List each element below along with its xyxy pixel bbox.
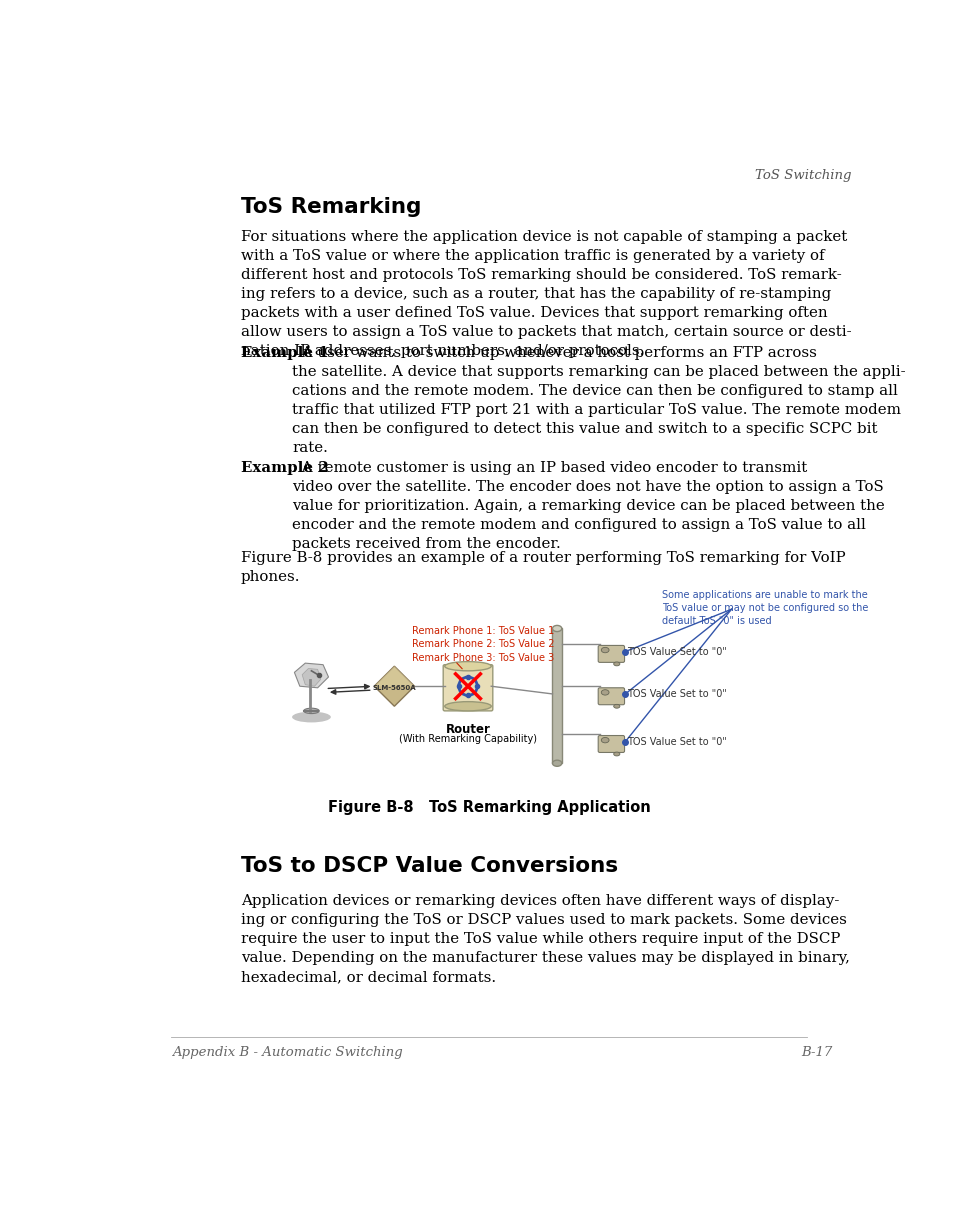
FancyBboxPatch shape <box>598 688 624 704</box>
Text: Some applications are unable to mark the
ToS value or may not be configured so t: Some applications are unable to mark the… <box>661 590 867 627</box>
Bar <box>552 628 561 763</box>
Text: Figure B-8   ToS Remarking Application: Figure B-8 ToS Remarking Application <box>327 800 650 815</box>
Text: Figure B-8 provides an example of a router performing ToS remarking for VoIP
pho: Figure B-8 provides an example of a rout… <box>241 551 844 584</box>
FancyBboxPatch shape <box>598 645 624 663</box>
Text: ToS Remarking: ToS Remarking <box>241 198 421 217</box>
Ellipse shape <box>600 737 608 742</box>
Ellipse shape <box>444 702 491 710</box>
Text: : A user wants to switch up whenever a host performs an FTP across
the satellite: : A user wants to switch up whenever a h… <box>292 346 904 455</box>
Text: : A remote customer is using an IP based video encoder to transmit
video over th: : A remote customer is using an IP based… <box>292 461 883 551</box>
Text: Example 1: Example 1 <box>241 346 328 360</box>
Polygon shape <box>294 663 328 688</box>
FancyBboxPatch shape <box>443 665 493 710</box>
Polygon shape <box>374 666 415 686</box>
Text: Appendix B - Automatic Switching: Appendix B - Automatic Switching <box>172 1045 402 1059</box>
Text: ToS Switching: ToS Switching <box>754 169 850 182</box>
Ellipse shape <box>613 704 619 708</box>
Text: SLM-5650A: SLM-5650A <box>373 685 416 691</box>
FancyBboxPatch shape <box>598 735 624 752</box>
Ellipse shape <box>552 761 561 767</box>
Text: B-17: B-17 <box>801 1045 832 1059</box>
Ellipse shape <box>613 752 619 756</box>
Text: ToS to DSCP Value Conversions: ToS to DSCP Value Conversions <box>241 855 618 876</box>
Ellipse shape <box>613 663 619 666</box>
Ellipse shape <box>600 648 608 653</box>
Text: For situations where the application device is not capable of stamping a packet
: For situations where the application dev… <box>241 231 851 358</box>
Text: TOS Value Set to "0": TOS Value Set to "0" <box>626 688 726 699</box>
Polygon shape <box>302 669 320 686</box>
Text: Example 2: Example 2 <box>241 461 329 475</box>
Text: (With Remarking Capability): (With Remarking Capability) <box>398 734 537 744</box>
Ellipse shape <box>303 708 319 714</box>
Ellipse shape <box>552 626 561 632</box>
Text: Router: Router <box>445 723 490 736</box>
Polygon shape <box>374 666 415 707</box>
Ellipse shape <box>292 712 331 723</box>
Ellipse shape <box>600 690 608 694</box>
Text: Application devices or remarking devices often have different ways of display-
i: Application devices or remarking devices… <box>241 894 849 984</box>
Text: TOS Value Set to "0": TOS Value Set to "0" <box>626 647 726 656</box>
Text: Remark Phone 1: ToS Value 1
Remark Phone 2: ToS Value 2
Remark Phone 3: ToS Valu: Remark Phone 1: ToS Value 1 Remark Phone… <box>412 626 554 663</box>
Text: TOS Value Set to "0": TOS Value Set to "0" <box>626 736 726 747</box>
Ellipse shape <box>444 661 491 671</box>
